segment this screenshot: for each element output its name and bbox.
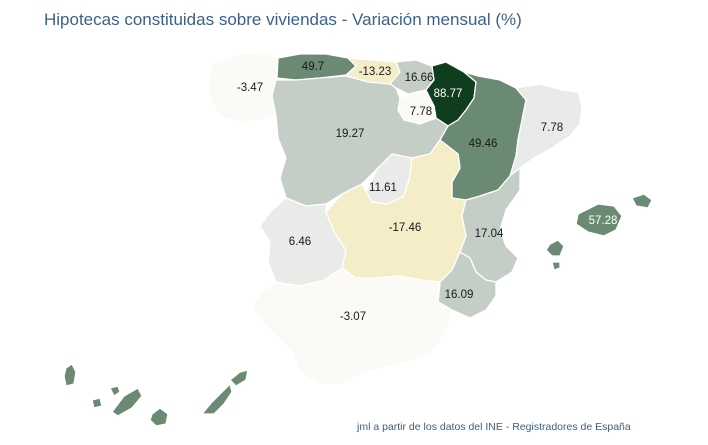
region-baleares-ibiza[interactable]	[545, 239, 565, 257]
value-label-comunidad-valenciana: 17.04	[475, 228, 504, 240]
region-canarias-fuerteventura[interactable]	[201, 383, 233, 415]
region-canarias-la-gomera[interactable]	[109, 385, 121, 397]
value-label-aragon: 49.46	[469, 138, 498, 150]
value-label-castilla-y-leon: 19.27	[336, 128, 365, 140]
value-label-baleares: 57.28	[589, 215, 618, 227]
value-label-cantabria: -13.23	[359, 66, 392, 78]
value-label-asturias: 49.7	[302, 61, 324, 73]
value-label-andalucia: -3.07	[340, 311, 366, 323]
region-andalucia[interactable]	[251, 267, 453, 385]
value-label-pais-vasco: 16.66	[405, 72, 434, 84]
value-label-la-rioja: 7.78	[410, 106, 432, 118]
region-baleares-menorca[interactable]	[631, 193, 653, 209]
value-label-castilla-la-mancha: -17.46	[389, 222, 422, 234]
value-label-galicia: -3.47	[237, 82, 263, 94]
region-cataluna[interactable]	[509, 83, 583, 177]
value-label-cataluna: 7.78	[541, 122, 563, 134]
value-label-murcia: 16.09	[445, 289, 474, 301]
region-pais-vasco[interactable]	[389, 59, 435, 95]
region-canarias-lanzarote[interactable]	[229, 369, 249, 387]
region-canarias-la-palma[interactable]	[63, 363, 77, 387]
region-canarias-el-hierro[interactable]	[91, 397, 103, 409]
value-label-madrid: 11.61	[369, 182, 397, 194]
value-label-extremadura: 6.46	[289, 236, 311, 248]
source-credit: jml a partir de los datos del INE - Regi…	[357, 421, 631, 433]
region-canarias-tenerife[interactable]	[111, 387, 143, 417]
region-canarias-gran-canaria[interactable]	[149, 407, 169, 427]
region-baleares-mallorca[interactable]	[575, 203, 623, 237]
map-title: Hipotecas constituidas sobre viviendas -…	[44, 10, 522, 29]
region-baleares-formentera[interactable]	[551, 261, 561, 271]
value-label-navarra: 88.77	[434, 88, 463, 100]
